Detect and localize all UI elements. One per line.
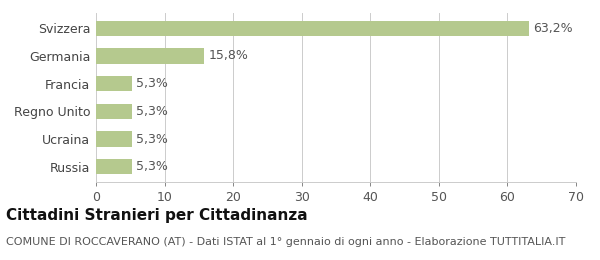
Bar: [96, 48, 205, 64]
Bar: [96, 76, 133, 91]
Bar: [96, 159, 133, 174]
Text: COMUNE DI ROCCAVERANO (AT) - Dati ISTAT al 1° gennaio di ogni anno - Elaborazion: COMUNE DI ROCCAVERANO (AT) - Dati ISTAT …: [6, 237, 565, 246]
Bar: [96, 21, 529, 36]
Text: 5,3%: 5,3%: [136, 105, 169, 118]
Text: 63,2%: 63,2%: [533, 22, 573, 35]
Text: 5,3%: 5,3%: [136, 160, 169, 173]
Text: 5,3%: 5,3%: [136, 133, 169, 146]
Text: 5,3%: 5,3%: [136, 77, 169, 90]
Bar: [96, 131, 133, 147]
Text: 15,8%: 15,8%: [208, 49, 248, 62]
Text: Cittadini Stranieri per Cittadinanza: Cittadini Stranieri per Cittadinanza: [6, 208, 308, 223]
Bar: [96, 104, 133, 119]
